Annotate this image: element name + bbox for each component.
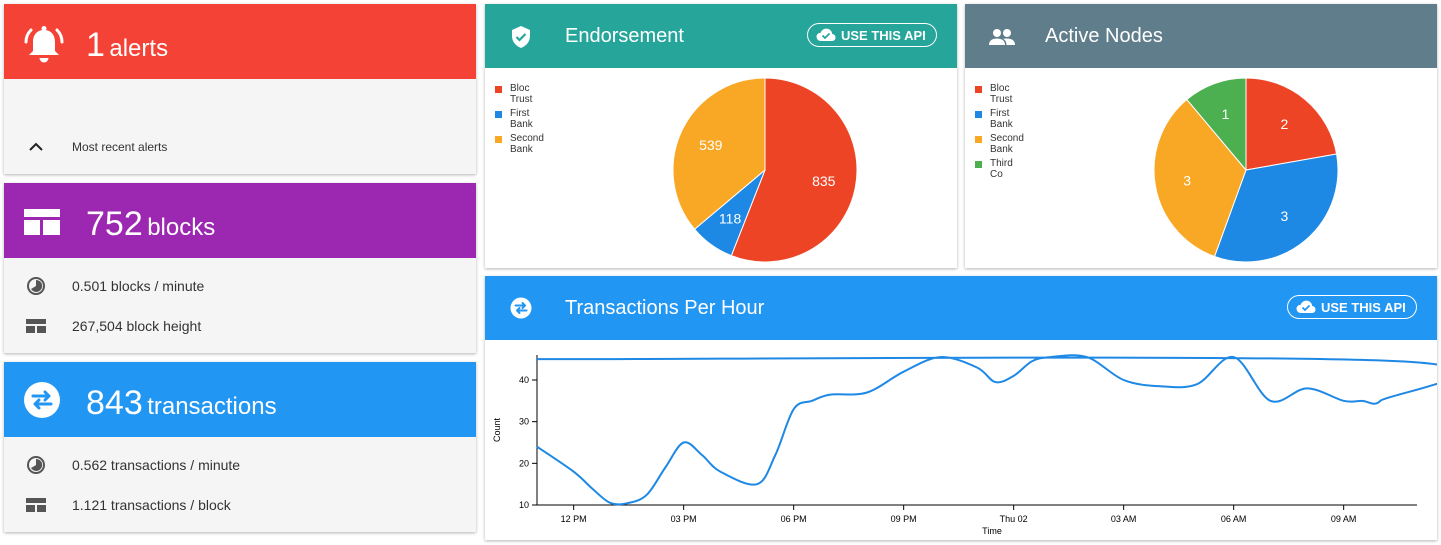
endorsement-panel: Endorsement USE THIS API Bloc Trust Firs… bbox=[485, 4, 957, 268]
block-height-row: 267,504 block height bbox=[4, 306, 476, 346]
transactions-card: 843 transactions 0.562 transactions / mi… bbox=[4, 362, 476, 532]
pie-slice-second-bank bbox=[672, 77, 766, 230]
blocks-count: 752 bbox=[86, 205, 143, 243]
active-nodes-panel: Active Nodes Bloc Trust First Bank Secon… bbox=[965, 4, 1437, 268]
tph-api-button[interactable]: USE THIS API bbox=[1287, 295, 1417, 319]
alerts-unit: alerts bbox=[109, 35, 169, 62]
x-tick-label: 03 AM bbox=[1111, 514, 1137, 524]
clock-icon bbox=[27, 456, 45, 474]
tph-header: Transactions Per Hour USE THIS API bbox=[485, 276, 1437, 340]
active-nodes-header: Active Nodes bbox=[965, 4, 1437, 68]
x-axis-label: Time bbox=[982, 526, 1002, 536]
shield-check-icon bbox=[512, 26, 530, 48]
x-tick-label: 12 PM bbox=[561, 514, 587, 524]
x-tick-label: Thu 02 bbox=[1000, 514, 1028, 524]
transactions-rate-text: 0.562 transactions / minute bbox=[72, 457, 241, 473]
pie-label: 3 bbox=[1183, 172, 1191, 188]
tph-api-label: USE THIS API bbox=[1321, 299, 1406, 315]
transactions-per-block-text: 1.121 transactions / block bbox=[72, 497, 231, 513]
swap-icon bbox=[510, 297, 532, 319]
pie-slice-third-co bbox=[1186, 77, 1247, 172]
y-tick-label: 10 bbox=[519, 500, 529, 510]
x-tick-label: 03 PM bbox=[671, 514, 697, 524]
transactions-rate-row: 0.562 transactions / minute bbox=[4, 445, 476, 485]
endorsement-title: Endorsement bbox=[565, 25, 684, 47]
blocks-unit: blocks bbox=[147, 214, 216, 241]
swap-icon bbox=[24, 382, 60, 418]
block-height-text: 267,504 block height bbox=[72, 318, 202, 334]
block-icon bbox=[26, 498, 46, 512]
blocks-rate-row: 0.501 blocks / minute bbox=[4, 266, 476, 306]
blocks-card: 752 blocks 0.501 blocks / minute 267,504… bbox=[4, 183, 476, 353]
x-tick-label: 09 PM bbox=[891, 514, 917, 524]
y-tick-label: 20 bbox=[519, 458, 529, 468]
clock-icon bbox=[27, 277, 45, 295]
tph-panel: Transactions Per Hour USE THIS API 10 20 3… bbox=[485, 276, 1437, 540]
block-icon bbox=[26, 319, 46, 333]
tph-title: Transactions Per Hour bbox=[565, 297, 765, 319]
endorsement-api-label: USE THIS API bbox=[841, 27, 926, 43]
pie-label: 118 bbox=[719, 211, 742, 227]
recent-alerts-toggle[interactable]: Most recent alerts bbox=[4, 126, 476, 166]
y-axis-label: Count bbox=[492, 418, 502, 443]
transactions-unit: transactions bbox=[147, 393, 277, 420]
y-tick-label: 30 bbox=[519, 417, 529, 427]
active-nodes-pie-chart: 2 3 3 1 bbox=[1153, 77, 1339, 263]
recent-alerts-label: Most recent alerts bbox=[72, 140, 168, 154]
pie-label: 2 bbox=[1281, 116, 1289, 132]
x-tick-label: 06 AM bbox=[1221, 514, 1247, 524]
series-line bbox=[536, 354, 1437, 506]
block-icon bbox=[24, 209, 60, 235]
transactions-count: 843 bbox=[86, 384, 143, 422]
tph-line-chart: 10 20 30 40 12 PM 03 PM 06 PM 09 PM Thu 02 03 AM 0… bbox=[492, 354, 1437, 536]
alerts-header: 1 alerts bbox=[4, 4, 476, 79]
chevron-up-icon bbox=[29, 142, 43, 151]
pie-slice-first-bank bbox=[1213, 153, 1339, 263]
pie-slice-second-bank bbox=[1153, 98, 1247, 258]
pie-label: 539 bbox=[699, 137, 723, 153]
cloud-check-icon bbox=[816, 28, 836, 41]
active-nodes-title: Active Nodes bbox=[1045, 25, 1163, 47]
pie-label: 1 bbox=[1222, 106, 1230, 122]
blocks-rate-text: 0.501 blocks / minute bbox=[72, 278, 205, 294]
pie-label: 835 bbox=[812, 173, 836, 189]
pie-slice-bloc-trust bbox=[730, 77, 858, 263]
bell-icon bbox=[24, 26, 64, 63]
endorsement-header: Endorsement USE THIS API bbox=[485, 4, 957, 68]
transactions-header: 843 transactions bbox=[4, 362, 476, 437]
alerts-count: 1 bbox=[86, 26, 105, 64]
x-tick-label: 06 PM bbox=[781, 514, 807, 524]
y-tick-label: 40 bbox=[519, 375, 529, 385]
alerts-card: 1 alerts Most recent alerts bbox=[4, 4, 476, 174]
pie-slice-bloc-trust bbox=[1245, 77, 1338, 171]
transactions-per-block-row: 1.121 transactions / block bbox=[4, 485, 476, 525]
people-icon bbox=[989, 29, 1015, 45]
cloud-check-icon bbox=[1296, 300, 1316, 313]
pie-label: 3 bbox=[1281, 208, 1289, 224]
x-tick-label: 09 AM bbox=[1331, 514, 1357, 524]
endorsement-api-button[interactable]: USE THIS API bbox=[807, 23, 937, 47]
endorsement-pie-chart: 835 118 539 bbox=[672, 77, 858, 263]
blocks-header: 752 blocks bbox=[4, 183, 476, 258]
